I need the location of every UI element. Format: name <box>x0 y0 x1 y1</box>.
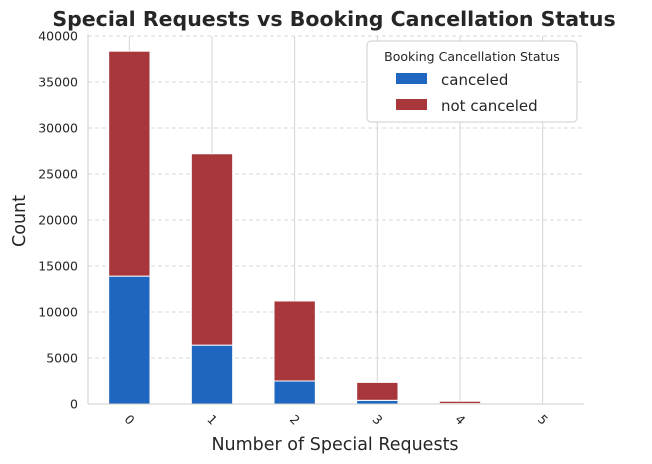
axes-layer <box>87 34 584 405</box>
x-tick-labels: 0 1 2 3 4 5 <box>122 412 552 428</box>
y-tick-label-30000: 30000 <box>38 121 78 136</box>
bar-canceled-3 <box>356 399 399 405</box>
x-tick-label-0: 0 <box>122 412 138 428</box>
bar-canceled-2 <box>273 380 316 405</box>
bar-not-canceled-1 <box>190 153 234 346</box>
legend-label-not-canceled: not canceled <box>441 97 538 115</box>
x-tick-label-1: 1 <box>204 412 220 428</box>
y-tick-label-10000: 10000 <box>38 305 78 320</box>
y-tick-label-40000: 40000 <box>38 29 78 44</box>
bar-canceled-1 <box>190 344 234 405</box>
bars-layer <box>108 50 564 405</box>
y-tick-label-25000: 25000 <box>38 167 78 182</box>
legend: Booking Cancellation Status canceled not… <box>366 40 578 123</box>
legend-title: Booking Cancellation Status <box>384 49 560 64</box>
y-tick-label-35000: 35000 <box>38 75 78 90</box>
y-tick-label-5000: 5000 <box>46 351 78 366</box>
bar-not-canceled-4 <box>438 400 482 405</box>
x-tick-label-3: 3 <box>370 412 386 428</box>
bar-canceled-0 <box>108 275 151 405</box>
y-tick-label-0: 0 <box>70 397 78 412</box>
y-tick-label-15000: 15000 <box>38 259 78 274</box>
y-tick-label-20000: 20000 <box>38 213 78 228</box>
chart-title: Special Requests vs Booking Cancellation… <box>52 7 615 31</box>
legend-swatch-canceled <box>396 73 427 84</box>
bar-not-canceled-3 <box>356 381 399 401</box>
x-tick-label-4: 4 <box>452 412 468 428</box>
bar-not-canceled-2 <box>273 300 316 382</box>
legend-label-canceled: canceled <box>441 71 508 89</box>
legend-swatch-not-canceled <box>396 99 427 110</box>
bar-not-canceled-0 <box>108 50 151 277</box>
x-axis-label: Number of Special Requests <box>211 435 458 455</box>
y-axis-label: Count <box>10 195 30 247</box>
x-tick-label-2: 2 <box>287 412 303 428</box>
x-tick-label-5: 5 <box>535 412 551 428</box>
y-tick-labels: 0 5000 10000 15000 20000 25000 30000 35000 40000 <box>38 29 78 412</box>
